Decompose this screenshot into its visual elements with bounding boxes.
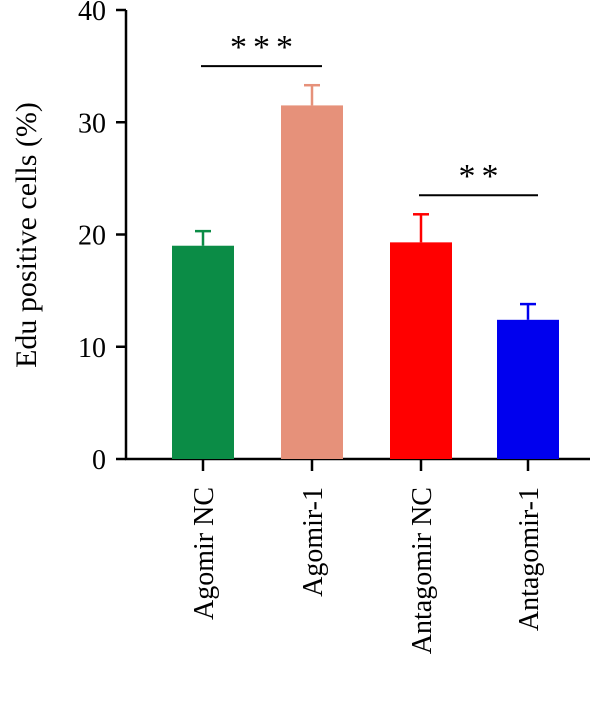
y-tick-label: 0 — [92, 445, 106, 476]
significance-label: *** — [230, 29, 299, 66]
bar — [172, 245, 234, 459]
bar — [281, 105, 343, 459]
y-axis-title: Edu positive cells (%) — [10, 102, 43, 368]
x-tick-label: Agomir-1 — [298, 487, 329, 597]
bars — [172, 105, 559, 459]
bar — [497, 319, 559, 459]
y-tick-label: 10 — [78, 333, 106, 364]
x-tick-label: Antagomir NC — [407, 487, 438, 654]
x-axis: Agomir NC Agomir-1 Antagomir NC Antagomir-1 — [125, 457, 590, 654]
significance-label: ** — [459, 158, 505, 195]
y-tick-label: 40 — [78, 0, 106, 27]
x-tick-label: Antagomir-1 — [514, 487, 545, 631]
significance-annotations: ***** — [201, 29, 538, 197]
y-tick-label: 30 — [78, 108, 106, 139]
error-bars — [195, 83, 536, 320]
y-tick-label: 20 — [78, 221, 106, 252]
y-axis: 0 10 20 30 40 — [78, 0, 128, 476]
x-tick-label: Agomir NC — [189, 487, 220, 620]
bar — [390, 242, 452, 459]
